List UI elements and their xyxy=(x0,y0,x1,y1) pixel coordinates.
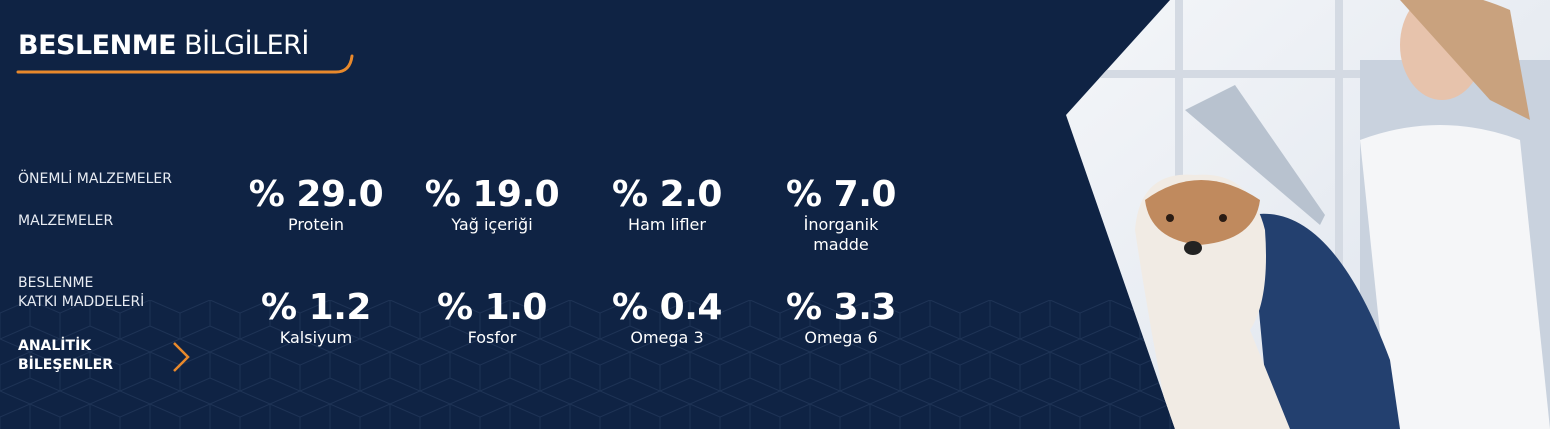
title-light: BİLGİLERİ xyxy=(184,30,309,61)
nav-label-line2: KATKI MADDELERİ xyxy=(18,294,145,310)
page-title: BESLENME BİLGİLERİ xyxy=(18,30,309,61)
stat-value: % 7.0 xyxy=(786,174,896,215)
nav-label: MALZEMELER xyxy=(18,213,114,229)
stat-label: Kalsiyum xyxy=(279,328,353,347)
stat-omega3: % 0.4 Omega 3 xyxy=(577,288,757,348)
stat-label-line1: İnorganik xyxy=(803,215,879,234)
stat-label: Yağ içeriği xyxy=(451,215,533,234)
title-underline xyxy=(16,54,354,74)
nav-label: ÖNEMLİ MALZEMELER xyxy=(18,171,172,187)
stat-label: Ham lifler xyxy=(628,215,706,234)
stat-value: % 1.2 xyxy=(261,287,371,328)
stat-value: % 1.0 xyxy=(437,287,547,328)
nav-item-analitik-bilesenler[interactable]: ANALİTİK BİLEŞENLER xyxy=(18,337,113,375)
nav-item-malzemeler[interactable]: MALZEMELER xyxy=(18,212,113,231)
stat-value: % 19.0 xyxy=(424,174,560,215)
stat-protein: % 29.0 Protein xyxy=(226,175,406,235)
chevron-right-icon[interactable] xyxy=(170,340,192,374)
nav-item-beslenme-katki-maddeleri[interactable]: BESLENME KATKI MADDELERİ xyxy=(18,274,144,312)
stat-value: % 29.0 xyxy=(248,174,384,215)
stat-inorganik: % 7.0 İnorganik madde xyxy=(751,175,931,255)
nav-label-line1: ANALİTİK xyxy=(18,338,92,354)
stat-label: Omega 3 xyxy=(630,328,704,347)
nav-item-onemli-malzemeler[interactable]: ÖNEMLİ MALZEMELER xyxy=(18,170,172,189)
title-bold: BESLENME xyxy=(18,30,177,61)
stat-label-line2: madde xyxy=(813,235,869,254)
stat-omega6: % 3.3 Omega 6 xyxy=(751,288,931,348)
stat-value: % 2.0 xyxy=(612,174,722,215)
nav-label-line2: BİLEŞENLER xyxy=(18,357,113,373)
stat-label: Protein xyxy=(287,215,345,234)
nav-label-line1: BESLENME xyxy=(18,275,94,291)
stat-label: Omega 6 xyxy=(804,328,878,347)
stat-value: % 0.4 xyxy=(612,287,722,328)
stat-value: % 3.3 xyxy=(786,287,896,328)
stat-label: Fosfor xyxy=(467,328,517,347)
stat-ham-lifler: % 2.0 Ham lifler xyxy=(577,175,757,235)
hex-pattern-background xyxy=(0,300,1200,429)
stat-yag: % 19.0 Yağ içeriği xyxy=(402,175,582,235)
stat-kalsiyum: % 1.2 Kalsiyum xyxy=(226,288,406,348)
stat-fosfor: % 1.0 Fosfor xyxy=(402,288,582,348)
